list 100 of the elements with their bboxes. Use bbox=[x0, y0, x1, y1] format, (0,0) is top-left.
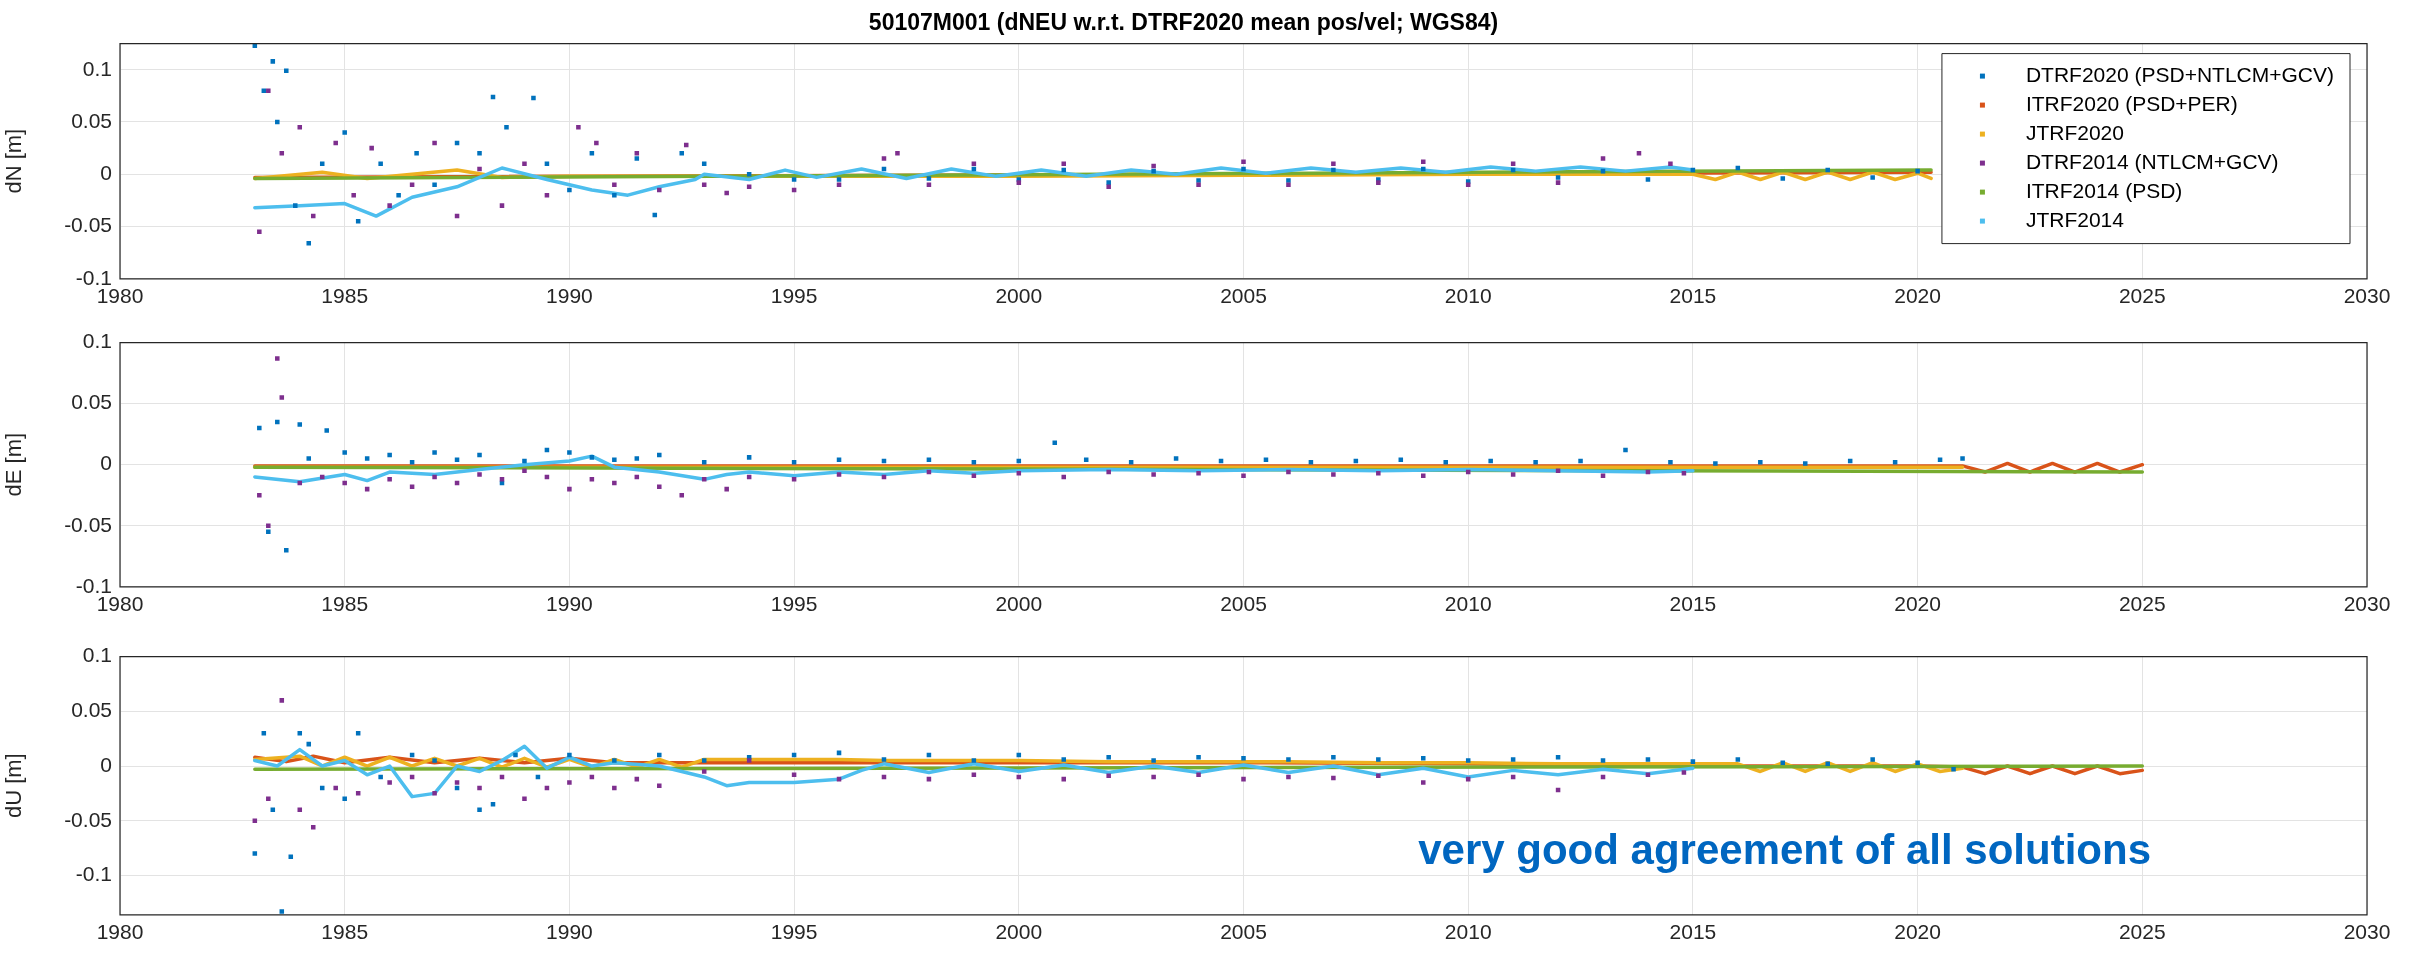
point bbox=[432, 450, 437, 455]
point bbox=[1196, 178, 1201, 183]
point bbox=[657, 783, 662, 788]
point bbox=[1681, 470, 1687, 476]
x-tick-label: 2020 bbox=[1894, 284, 1941, 308]
point bbox=[1870, 757, 1875, 762]
y-tick-label: -0.05 bbox=[64, 807, 112, 831]
point bbox=[297, 730, 303, 736]
x-tick-label: 2010 bbox=[1444, 920, 1492, 944]
point bbox=[1128, 460, 1134, 465]
point bbox=[701, 182, 707, 187]
point bbox=[1286, 182, 1291, 187]
point bbox=[1915, 168, 1920, 174]
legend-label: JTRF2014 bbox=[2025, 207, 2125, 231]
x-tick-label: 2020 bbox=[1894, 592, 1941, 616]
point bbox=[1960, 456, 1965, 461]
point bbox=[724, 190, 729, 196]
point bbox=[1151, 163, 1156, 169]
point bbox=[657, 484, 662, 489]
x-tick-label: 2025 bbox=[2118, 284, 2166, 308]
point bbox=[1825, 761, 1830, 767]
y-tick-label: 0.05 bbox=[71, 108, 112, 132]
point bbox=[355, 791, 361, 796]
point bbox=[270, 59, 276, 64]
point bbox=[594, 140, 599, 146]
point bbox=[1421, 166, 1426, 172]
point bbox=[1510, 757, 1516, 762]
x-tick-label: 1990 bbox=[546, 920, 593, 944]
point bbox=[657, 752, 662, 758]
point bbox=[1600, 473, 1606, 478]
y-tick-label: -0.05 bbox=[64, 213, 112, 237]
point bbox=[1241, 756, 1246, 761]
y-tick-label: 0.05 bbox=[71, 698, 112, 722]
point bbox=[266, 529, 271, 535]
point bbox=[432, 791, 437, 796]
point bbox=[369, 145, 374, 151]
point bbox=[1151, 774, 1156, 780]
point bbox=[1802, 461, 1808, 466]
x-tick-label: 1980 bbox=[96, 920, 144, 944]
point bbox=[351, 192, 356, 198]
point bbox=[432, 758, 437, 763]
x-tick-label: 1990 bbox=[546, 592, 593, 616]
point bbox=[1151, 472, 1156, 477]
point bbox=[477, 166, 482, 172]
chart-title: 50107M001 (dNEU w.r.t. DTRF2020 mean pos/vel; WGS84) bbox=[868, 9, 1499, 36]
y-axis-title: dU [m] bbox=[1, 753, 27, 819]
x-tick-label: 2000 bbox=[995, 920, 1043, 944]
point bbox=[724, 486, 729, 492]
point bbox=[791, 177, 797, 182]
y-tick-label: 0 bbox=[100, 161, 112, 185]
point bbox=[701, 758, 707, 763]
point bbox=[679, 151, 685, 156]
point bbox=[1600, 758, 1606, 763]
point bbox=[333, 785, 338, 791]
point bbox=[522, 458, 527, 464]
point bbox=[1645, 772, 1651, 778]
x-tick-label: 2000 bbox=[995, 284, 1043, 308]
point bbox=[297, 422, 303, 427]
point bbox=[1196, 470, 1201, 476]
point bbox=[284, 547, 289, 553]
point bbox=[1241, 473, 1246, 478]
point bbox=[1578, 458, 1583, 464]
point bbox=[589, 151, 595, 156]
x-tick-label: 2030 bbox=[2343, 592, 2391, 616]
x-tick-label: 2030 bbox=[2343, 920, 2391, 944]
point bbox=[746, 455, 752, 460]
point bbox=[1421, 756, 1426, 761]
point bbox=[477, 785, 482, 791]
point bbox=[306, 241, 312, 246]
point bbox=[971, 758, 977, 763]
point bbox=[683, 142, 689, 148]
point bbox=[1488, 458, 1493, 464]
point bbox=[387, 452, 392, 458]
x-tick-label: 2030 bbox=[2343, 284, 2391, 308]
point bbox=[1825, 167, 1830, 173]
point bbox=[567, 486, 572, 492]
point bbox=[499, 203, 505, 208]
point bbox=[477, 452, 482, 458]
point bbox=[378, 161, 383, 167]
point bbox=[1510, 472, 1516, 477]
point bbox=[1555, 180, 1561, 185]
point bbox=[522, 468, 527, 474]
point bbox=[1106, 469, 1111, 475]
point bbox=[1645, 757, 1651, 762]
point bbox=[297, 480, 303, 486]
point bbox=[881, 757, 887, 762]
x-tick-label: 2005 bbox=[1220, 592, 1267, 616]
point bbox=[1286, 178, 1291, 183]
point bbox=[1331, 167, 1336, 173]
point bbox=[1151, 758, 1156, 763]
point bbox=[409, 484, 415, 489]
x-tick-label: 1995 bbox=[770, 920, 818, 944]
x-tick-label: 2010 bbox=[1444, 284, 1492, 308]
annotation: very good agreement of all solutions bbox=[1418, 826, 2151, 874]
point bbox=[1443, 460, 1448, 465]
point bbox=[378, 774, 383, 780]
x-tick-label: 2025 bbox=[2118, 592, 2166, 616]
point bbox=[1061, 757, 1066, 762]
point bbox=[257, 425, 262, 431]
point bbox=[342, 130, 347, 135]
